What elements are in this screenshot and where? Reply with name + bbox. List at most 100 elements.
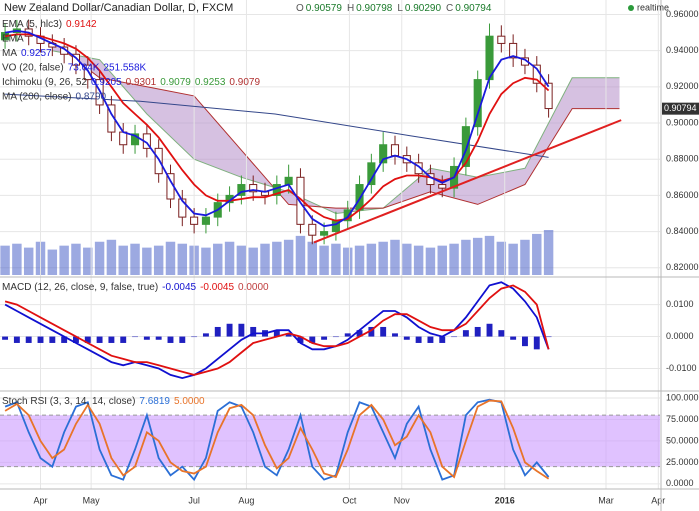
histogram-bar — [297, 336, 304, 343]
candle-body — [308, 223, 317, 236]
candle-body — [438, 184, 447, 189]
volume-bar — [413, 245, 424, 275]
x-tick-label: 2016 — [495, 495, 515, 505]
histogram-bar — [143, 336, 150, 340]
front-layer: 0.82000 0.84000 0.86000 0.88000 0.90000 0.920… — [2, 9, 699, 505]
histogram-bar — [202, 333, 209, 337]
x-tick-label: Oct — [342, 495, 357, 505]
cloud-span-b — [51, 41, 620, 209]
volume-bar — [283, 239, 294, 275]
volume-bar — [461, 239, 471, 275]
histogram-bar — [285, 333, 292, 337]
volume-bar — [437, 245, 447, 275]
y-tick-label: 50.0000 — [666, 435, 699, 445]
volume-bar — [449, 243, 459, 275]
candle-body — [390, 144, 400, 157]
legend-label: EMA — [2, 33, 24, 44]
legend-value: 0.8790 — [75, 91, 106, 102]
trend-line — [313, 119, 622, 244]
ma-line — [5, 93, 549, 158]
volume-bar — [366, 243, 377, 275]
histogram-bar — [273, 330, 280, 337]
status: realtime — [637, 2, 669, 12]
legend-value: 0.9257 — [21, 48, 52, 59]
legend-entry: MA 0.9257 — [2, 48, 52, 59]
back-layer — [0, 0, 660, 489]
histogram-bar — [403, 336, 410, 340]
volume-bar — [484, 235, 495, 275]
candle-body — [379, 144, 388, 164]
legend-entry: MA (200, close) 0.8790 — [2, 91, 107, 102]
candle-body — [249, 184, 258, 193]
candle-body — [71, 53, 81, 66]
histogram-bar — [356, 330, 363, 337]
volume-bar — [12, 243, 22, 275]
volume-bar — [23, 247, 34, 275]
histogram-bar — [427, 336, 434, 343]
volume-bar — [295, 235, 306, 275]
candle-body — [461, 126, 470, 167]
histogram-bar — [96, 336, 103, 343]
candle-body — [178, 198, 187, 218]
volume-bar — [342, 247, 353, 275]
candle-body — [237, 184, 246, 196]
histogram-bar — [522, 336, 528, 347]
candle-body — [414, 162, 423, 175]
ohlc-value: 0.90579 — [306, 3, 343, 14]
volume-bar — [425, 247, 436, 275]
histogram-bar — [415, 336, 422, 343]
y-tick-label: 0.92000 — [666, 81, 699, 91]
ohlc-label: O — [296, 3, 304, 14]
legend-label: Stoch RSI (3, 3, 14, 14, close) — [2, 396, 135, 407]
histogram-bar — [84, 336, 91, 343]
volume-bar — [142, 247, 152, 275]
histogram-bar — [108, 336, 115, 343]
histogram-bar — [332, 336, 339, 338]
legend-entry: Ichimoku (9, 26, 52 0.9205 0.9301 0.9079 0.9… — [2, 77, 260, 88]
histogram-bar — [498, 330, 505, 337]
histogram-bar — [321, 336, 328, 340]
legend-label: Ichimoku (9, 26, 52 — [2, 77, 87, 88]
volume-bar — [248, 247, 258, 275]
histogram-bar — [37, 336, 44, 343]
last-price-label: 0.90794 — [664, 103, 697, 113]
candle-body — [497, 35, 506, 44]
volume-bar — [402, 243, 412, 275]
volume-bar — [47, 249, 58, 275]
volume-bar — [0, 245, 10, 275]
legend-value: 0.9142 — [66, 19, 97, 30]
histogram-bar — [309, 336, 316, 343]
histogram-bar — [167, 336, 174, 343]
indicator-line — [4, 29, 550, 228]
histogram-bar — [462, 330, 469, 337]
volume-bar — [59, 245, 69, 275]
volume-bar — [201, 247, 211, 275]
histogram-bar — [179, 336, 186, 343]
legend-label: MA — [2, 48, 17, 59]
legend-entry: VO (20, false) 73.04K 251.558K — [2, 62, 147, 73]
cloud — [52, 41, 620, 214]
indicator-line — [4, 281, 550, 380]
y-tick-label: -0.0100 — [666, 363, 697, 373]
legend-value: 0.9079 — [160, 77, 191, 88]
volume-bar — [177, 243, 188, 275]
volume-bar — [378, 241, 388, 275]
volume-bar — [213, 243, 223, 275]
legend-value: 73.04K — [68, 62, 100, 73]
y-tick-label: 100.000 — [666, 392, 699, 402]
legend-entry: EMA — [2, 33, 24, 44]
histogram-bar — [191, 336, 198, 338]
histogram-bar — [533, 336, 540, 350]
histogram-bar — [238, 323, 245, 337]
histogram-bar — [451, 336, 458, 338]
legend-value: 5.0000 — [174, 396, 205, 407]
candle-body — [130, 133, 140, 146]
volume-bar — [260, 243, 270, 275]
legend-label: MA (200, close) — [2, 91, 71, 102]
band — [0, 415, 660, 467]
legend-value: 0.9253 — [195, 77, 226, 88]
ohlc-value: 0.90290 — [405, 3, 442, 14]
volume-bar — [472, 237, 483, 275]
volume-bar — [354, 245, 365, 275]
